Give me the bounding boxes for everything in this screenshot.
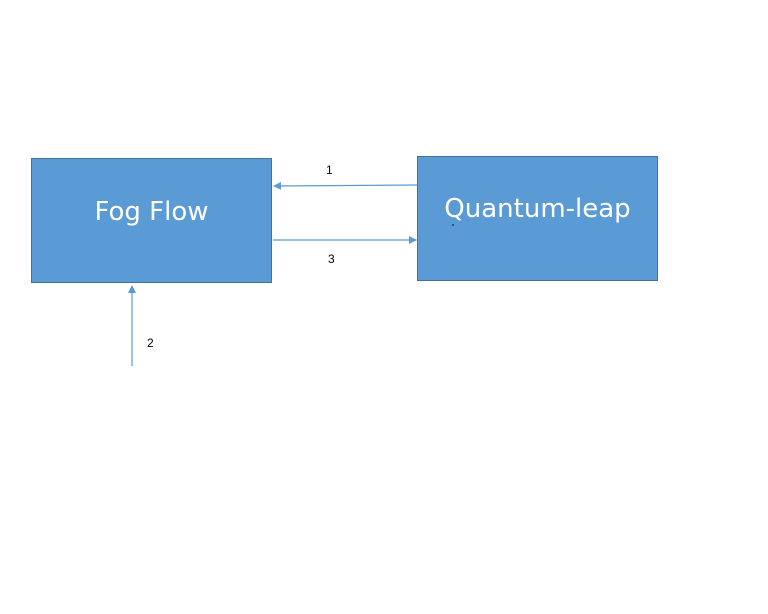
node-fog-flow-label: Fog Flow bbox=[94, 197, 209, 227]
node-quantum-leap[interactable]: Quantum-leap bbox=[417, 156, 658, 281]
edge-label-3: 3 bbox=[328, 252, 335, 266]
node-quantum-leap-label: Quantum-leap bbox=[444, 194, 631, 224]
arrow-1-quantumleap-to-fogflow[interactable] bbox=[273, 181, 418, 190]
node-fog-flow[interactable]: Fog Flow bbox=[31, 158, 272, 283]
edge-label-2: 2 bbox=[147, 336, 154, 350]
stray-dot bbox=[452, 224, 454, 226]
edge-label-1: 1 bbox=[326, 163, 333, 177]
